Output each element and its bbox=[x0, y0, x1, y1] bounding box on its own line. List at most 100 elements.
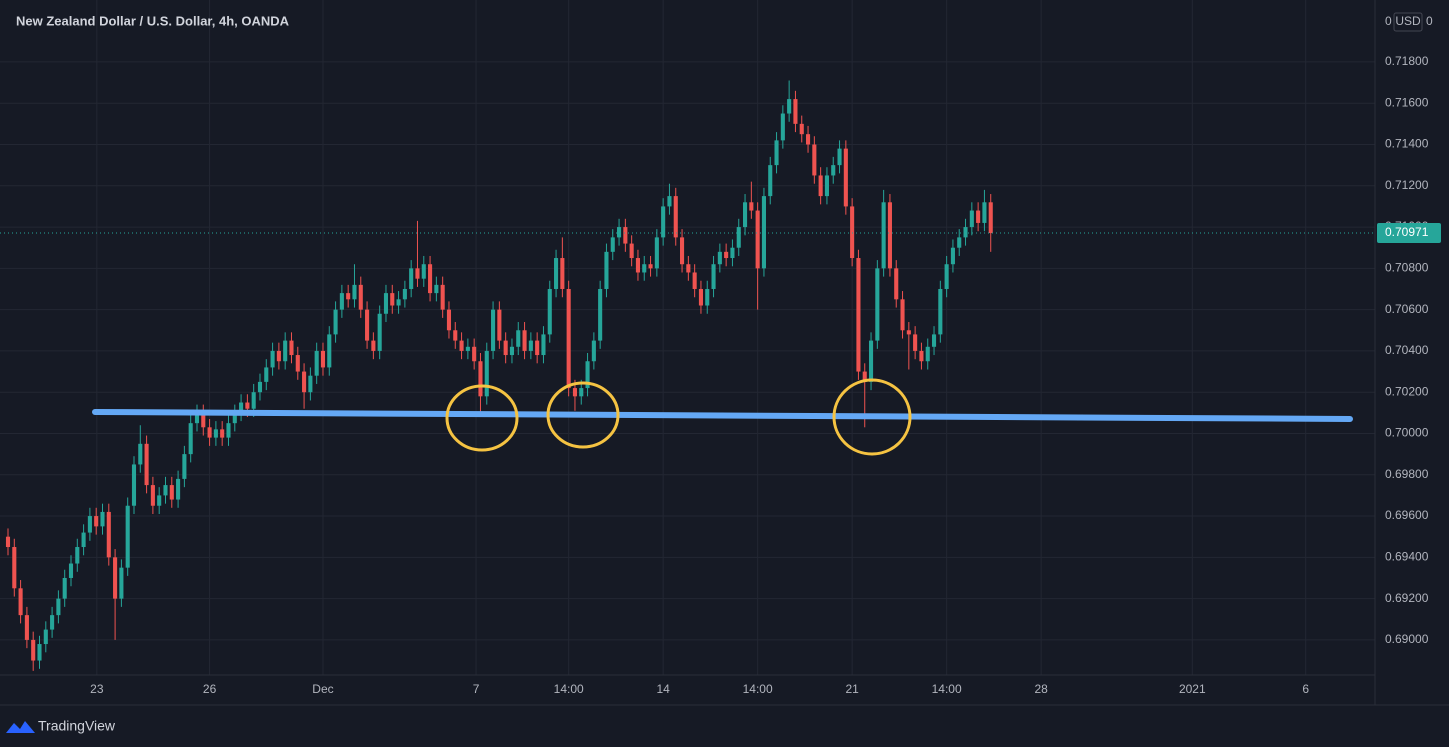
candle-body bbox=[440, 284, 445, 310]
candle-body bbox=[113, 557, 118, 599]
candle-body bbox=[509, 346, 515, 356]
candle-body bbox=[295, 355, 300, 372]
candle-body bbox=[919, 350, 924, 362]
candle-body bbox=[383, 293, 389, 314]
candle-body bbox=[572, 388, 578, 397]
candle-body bbox=[900, 299, 905, 331]
x-tick-label: 28 bbox=[1034, 682, 1048, 696]
last-price-label: 0.70971 bbox=[1385, 225, 1429, 239]
candle-body bbox=[673, 196, 678, 238]
candle-body bbox=[944, 264, 949, 289]
scale-header-right: 0 bbox=[1426, 14, 1433, 28]
candle-body bbox=[503, 340, 508, 356]
candle-body bbox=[428, 264, 433, 294]
y-tick-label: 0.69400 bbox=[1385, 550, 1429, 564]
x-tick-label: 14:00 bbox=[743, 682, 773, 696]
candle-body bbox=[119, 567, 124, 599]
y-tick-label: 0.71600 bbox=[1385, 95, 1429, 109]
candle-body bbox=[686, 264, 691, 273]
x-tick-label: 14:00 bbox=[554, 682, 584, 696]
highlight-circle bbox=[832, 378, 912, 456]
candle-body bbox=[881, 202, 886, 269]
candle-body bbox=[585, 361, 590, 389]
candle-body bbox=[377, 313, 382, 351]
candle-body bbox=[81, 532, 86, 548]
candle-body bbox=[648, 264, 653, 269]
candle-body bbox=[409, 268, 414, 289]
candle-body bbox=[201, 412, 206, 428]
candle-body bbox=[547, 288, 552, 335]
y-tick-label: 0.70600 bbox=[1385, 302, 1429, 316]
x-tick-label: 2021 bbox=[1179, 682, 1206, 696]
candle-body bbox=[31, 639, 36, 661]
candle-body bbox=[579, 388, 584, 397]
candle-body bbox=[635, 258, 641, 273]
candle-body bbox=[220, 429, 225, 438]
candle-body bbox=[780, 113, 785, 141]
candle-body bbox=[793, 99, 798, 124]
candle-body bbox=[194, 412, 200, 424]
candle-body bbox=[931, 334, 937, 347]
candle-body bbox=[629, 243, 634, 259]
candle-body bbox=[264, 367, 269, 382]
candle-body bbox=[522, 330, 527, 351]
y-tick-label: 0.71200 bbox=[1385, 178, 1429, 192]
candle-body bbox=[711, 264, 716, 289]
candle-body bbox=[333, 309, 338, 335]
candle-body bbox=[239, 402, 244, 413]
candle-body bbox=[176, 478, 181, 500]
y-tick-label: 0.71800 bbox=[1385, 54, 1429, 68]
candle-body bbox=[887, 202, 892, 269]
candle-body bbox=[862, 371, 867, 382]
candle-body bbox=[642, 264, 647, 273]
candle-body bbox=[207, 427, 212, 438]
candle-body bbox=[478, 361, 483, 397]
candle-body bbox=[182, 454, 187, 479]
unit-box[interactable] bbox=[1393, 12, 1423, 32]
brand-name[interactable]: TradingView bbox=[38, 718, 116, 734]
y-tick-label: 0.69600 bbox=[1385, 508, 1429, 522]
candle-body bbox=[824, 175, 829, 197]
candle-body bbox=[106, 511, 111, 558]
candle-body bbox=[5, 536, 11, 548]
candle-body bbox=[837, 148, 842, 166]
scale-header-left: 0 bbox=[1385, 14, 1392, 28]
candle-body bbox=[661, 206, 666, 238]
x-tick-label: 14:00 bbox=[932, 682, 962, 696]
candle-body bbox=[717, 251, 722, 265]
candle-body bbox=[818, 175, 823, 197]
candle-body bbox=[755, 210, 760, 269]
candle-body bbox=[724, 251, 729, 259]
candle-body bbox=[390, 293, 395, 306]
candle-body bbox=[875, 268, 880, 341]
candle-body bbox=[308, 375, 313, 393]
candle-body bbox=[232, 412, 237, 424]
y-tick-label: 0.70000 bbox=[1385, 426, 1429, 440]
scale-header-unit: USD bbox=[1395, 14, 1421, 28]
candle-body bbox=[497, 309, 502, 341]
candle-body bbox=[604, 251, 609, 289]
y-tick-label: 0.69000 bbox=[1385, 632, 1429, 646]
candle-body bbox=[516, 330, 521, 347]
y-tick-label: 0.69200 bbox=[1385, 591, 1429, 605]
candles bbox=[5, 80, 993, 671]
candle-body bbox=[434, 284, 439, 294]
candle-body bbox=[560, 258, 565, 289]
candle-body bbox=[226, 423, 231, 438]
candle-body bbox=[768, 165, 773, 197]
candle-body bbox=[188, 423, 193, 455]
candle-body bbox=[957, 237, 962, 248]
candle-body bbox=[812, 144, 817, 176]
candle-body bbox=[138, 443, 143, 465]
candle-body bbox=[491, 309, 496, 351]
candle-body bbox=[251, 392, 256, 409]
candle-body bbox=[868, 340, 874, 382]
candle-body bbox=[245, 402, 250, 409]
x-tick-label: Dec bbox=[312, 682, 333, 696]
candle-body bbox=[654, 237, 659, 269]
candle-body bbox=[396, 299, 401, 306]
candle-body bbox=[831, 165, 836, 176]
candle-body bbox=[276, 350, 281, 362]
